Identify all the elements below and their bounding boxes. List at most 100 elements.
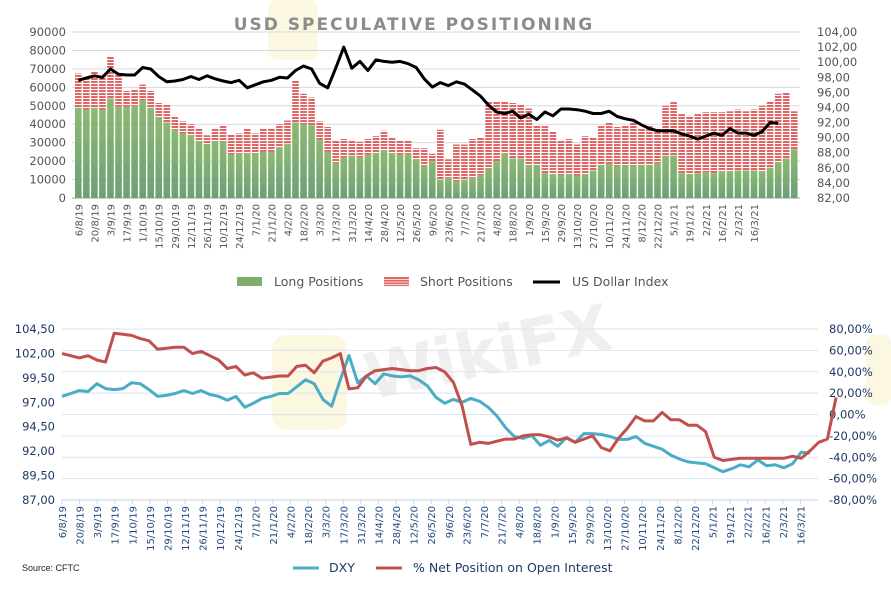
long-position-bar <box>758 171 766 198</box>
watermark-logo-right <box>866 335 891 405</box>
bottom-x-tick-label: 3/9/19 <box>93 506 104 538</box>
long-position-bar <box>742 170 750 198</box>
top-legend: Long Positions Short Positions US Dollar… <box>237 274 668 289</box>
top-left-tick-label: 30000 <box>29 136 66 150</box>
bottom-x-tick-label: 8/12/20 <box>673 506 684 545</box>
long-position-bar <box>654 162 661 198</box>
short-position-bar <box>292 79 299 123</box>
short-position-bar <box>163 104 171 123</box>
bottom-x-tick-label: 5/1/21 <box>709 506 720 538</box>
short-position-bar <box>678 114 685 174</box>
top-x-tick-label: 2/3/21 <box>734 204 745 236</box>
long-position-bar <box>195 140 203 198</box>
short-position-bar <box>147 91 154 108</box>
top-x-tick-label: 26/5/20 <box>412 204 423 243</box>
top-x-tick-label: 18/8/20 <box>509 204 520 243</box>
bottom-x-tick-label: 22/12/20 <box>691 506 702 551</box>
chart-title: USD SPECULATIVE POSITIONING <box>234 15 595 35</box>
top-x-tick-label: 15/9/20 <box>541 204 552 243</box>
bottom-left-tick-label: 99,50 <box>22 371 55 385</box>
long-position-bar <box>99 109 106 198</box>
short-position-bar <box>589 137 597 171</box>
bottom-right-tick-label: 20,00% <box>829 386 873 400</box>
long-position-bar <box>356 157 364 198</box>
short-position-bar <box>123 91 130 107</box>
long-position-bar <box>485 168 492 198</box>
short-position-bar <box>533 125 541 165</box>
short-position-bar <box>501 101 508 154</box>
long-position-bar <box>332 162 340 198</box>
top-x-tick-label: 16/2/21 <box>718 204 729 243</box>
bottom-left-tick-label: 94,50 <box>22 420 55 434</box>
top-x-tick-label: 17/3/20 <box>332 204 343 243</box>
top-x-tick-label: 24/11/20 <box>621 204 632 249</box>
long-position-bar <box>147 107 154 198</box>
bottom-x-tick-label: 24/11/20 <box>656 506 667 551</box>
top-x-tick-label: 12/11/19 <box>187 204 198 249</box>
top-left-tick-label: 90000 <box>29 25 66 39</box>
short-position-bar <box>461 144 468 180</box>
net-position-line <box>61 331 838 462</box>
long-position-bar <box>163 122 171 198</box>
long-position-bar <box>565 174 573 198</box>
long-position-bar <box>437 179 444 198</box>
bottom-x-tick-label: 27/10/20 <box>621 506 632 551</box>
short-position-bar <box>477 137 484 175</box>
long-position-bar <box>324 151 331 198</box>
short-position-bar <box>404 139 412 154</box>
short-position-bar <box>179 121 187 134</box>
long-position-bar <box>219 141 227 198</box>
legend-net-label: % Net Position on Open Interest <box>413 560 613 575</box>
top-x-tick-label: 3/9/19 <box>106 204 117 236</box>
short-position-bar <box>284 120 291 144</box>
short-position-bar <box>670 102 677 156</box>
long-position-bar <box>131 105 138 198</box>
top-x-tick-label: 4/2/20 <box>283 204 294 236</box>
short-position-bar <box>203 135 211 145</box>
long-position-bar <box>115 106 122 198</box>
top-right-tick-label: 82,00 <box>817 191 850 205</box>
bottom-left-tick-label: 92,00 <box>22 444 55 458</box>
long-position-bar <box>790 149 798 198</box>
top-right-tick-label: 88,00 <box>817 146 850 160</box>
bottom-x-tick-label: 15/10/19 <box>146 506 157 551</box>
bottom-x-tick-label: 20/8/19 <box>76 506 87 545</box>
short-position-bar <box>171 115 179 130</box>
long-position-bar <box>340 157 348 198</box>
short-position-bar <box>83 78 90 110</box>
short-position-bar <box>364 138 372 155</box>
short-position-bar <box>622 125 629 165</box>
long-position-bar <box>276 147 283 198</box>
long-position-bar <box>260 151 267 198</box>
short-position-bar <box>758 105 766 172</box>
short-position-bar <box>372 136 380 153</box>
short-position-bar <box>790 111 798 150</box>
bottom-x-tick-label: 26/5/20 <box>427 506 438 545</box>
bottom-x-tick-label: 23/6/20 <box>462 506 473 545</box>
short-position-bar <box>340 138 348 158</box>
top-left-tick-label: 60000 <box>29 80 66 94</box>
long-position-bar <box>75 107 82 198</box>
long-position-bar <box>774 162 782 198</box>
short-position-bar <box>437 129 444 180</box>
short-position-bar <box>324 126 331 152</box>
long-position-bar <box>541 173 549 198</box>
short-position-bar <box>187 124 195 136</box>
bottom-x-tick-label: 15/9/20 <box>568 506 579 545</box>
bottom-left-tick-label: 102,00 <box>15 346 55 360</box>
long-position-bar <box>573 175 581 198</box>
short-position-bar <box>638 127 645 165</box>
top-left-tick-label: 0 <box>59 191 66 205</box>
short-position-bar <box>710 112 718 174</box>
short-position-bar <box>420 148 428 166</box>
long-position-bar <box>235 153 243 198</box>
top-x-tick-label: 7/7/20 <box>460 204 471 236</box>
long-position-bar <box>284 143 291 198</box>
short-position-bar <box>412 148 420 160</box>
bottom-legend: DXY % Net Position on Open Interest <box>293 560 613 575</box>
long-position-bar <box>348 155 356 198</box>
long-position-bar <box>678 173 685 198</box>
top-left-tick-label: 10000 <box>29 173 66 187</box>
long-position-bar <box>83 109 90 198</box>
long-position-bar <box>766 167 774 198</box>
